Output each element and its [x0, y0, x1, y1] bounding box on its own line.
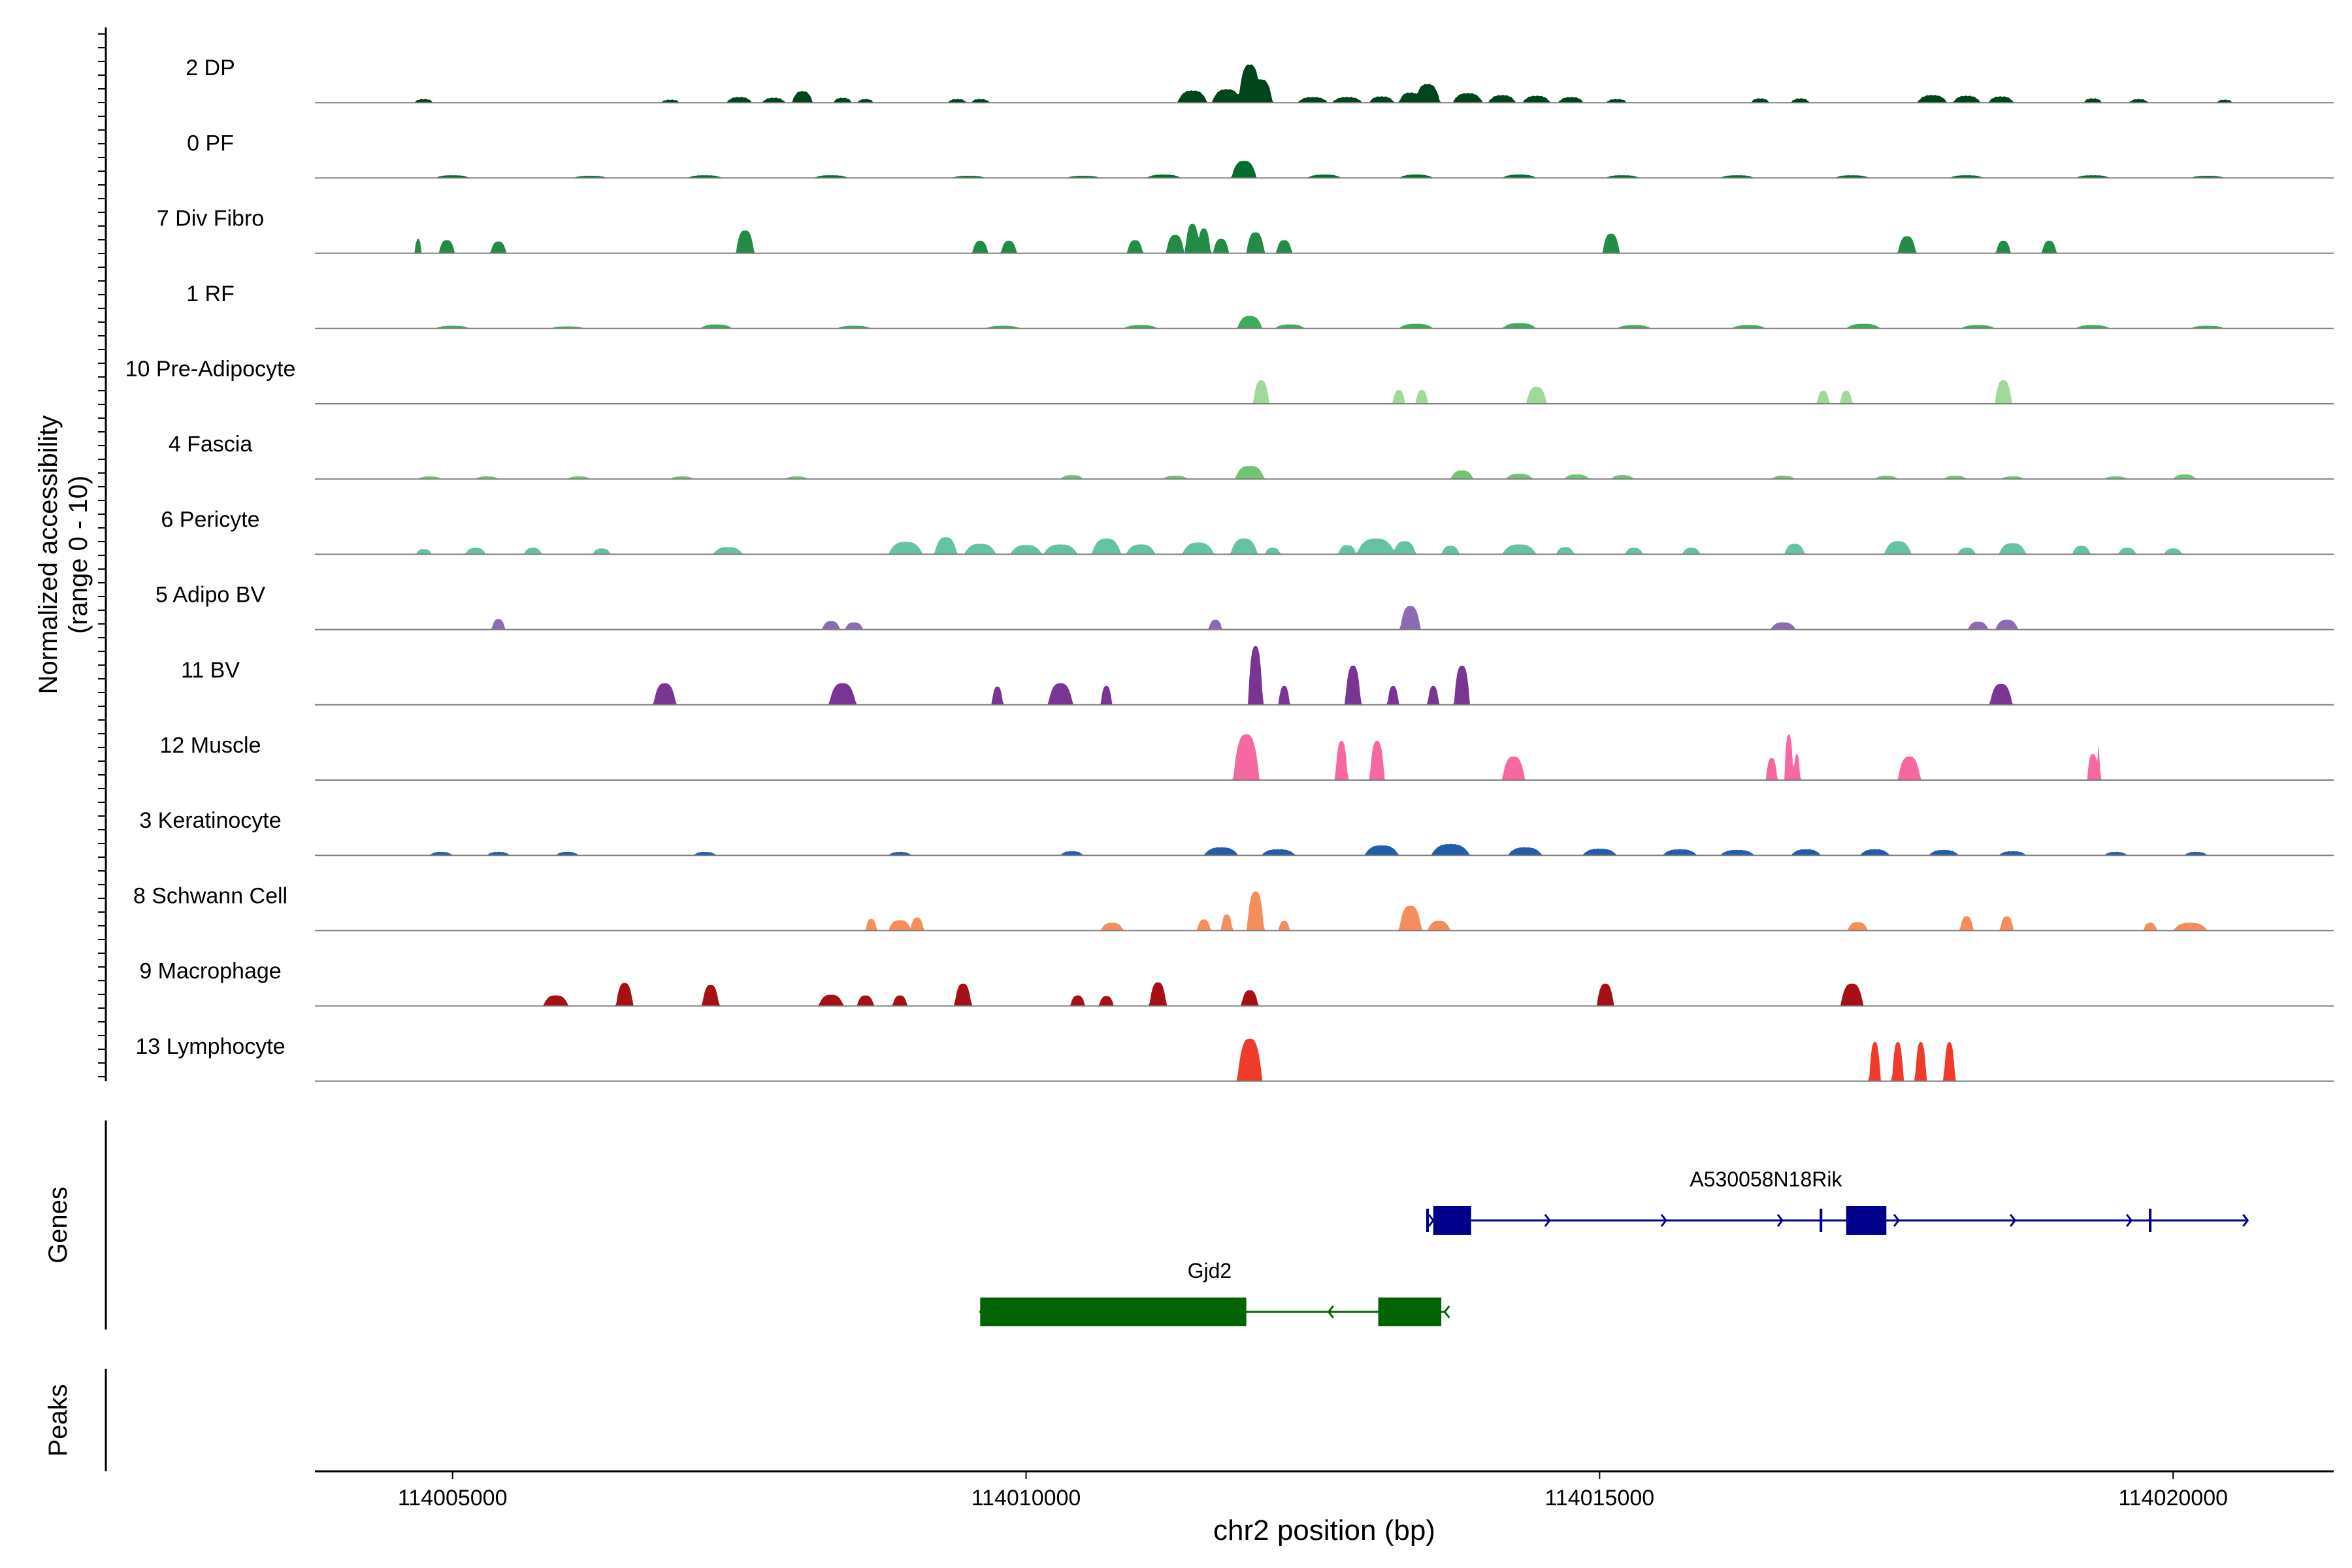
track-label-4-fascia: 4 Fascia — [169, 432, 253, 457]
track-label-6-pericyte: 6 Pericyte — [161, 507, 259, 532]
track-1-rf: 1 RF — [186, 282, 2334, 329]
genes-panel: A530058N18Rik Gjd2 — [105, 1120, 2249, 1330]
x-axis-label: chr2 position (bp) — [1213, 1514, 1435, 1546]
exon-gjd2 — [980, 1298, 1247, 1326]
coverage-area-6-pericyte — [315, 537, 2334, 555]
track-5-adipo-bv: 5 Adipo BV — [155, 583, 2334, 630]
track-label-0-pf: 0 PF — [187, 131, 234, 155]
track-10-pre-adipocyte: 10 Pre-Adipocyte — [125, 357, 2334, 404]
x-tick-label: 114010000 — [972, 1486, 1081, 1511]
y-axis-label: Normalized accessibility(range 0 - 10) — [34, 416, 93, 694]
gene-a530058n18rik: A530058N18Rik — [1426, 1168, 2249, 1235]
exon-a530058n18rik — [1846, 1206, 1887, 1235]
exon-gjd2 — [1378, 1298, 1442, 1326]
y-axis — [98, 27, 107, 1081]
track-label-11-bv: 11 BV — [181, 658, 240, 683]
track-label-12-muscle: 12 Muscle — [160, 733, 261, 758]
strand-arrow — [1544, 1214, 1551, 1227]
y-axis-label-line: (range 0 - 10) — [64, 476, 93, 634]
track-label-5-adipo-bv: 5 Adipo BV — [155, 583, 266, 608]
strand-arrow — [2126, 1214, 2133, 1227]
strand-arrow — [1776, 1214, 1784, 1227]
x-tick-label: 114005000 — [398, 1486, 508, 1511]
x-tick-label: 114015000 — [1545, 1486, 1655, 1511]
track-label-2-dp: 2 DP — [186, 56, 235, 80]
exon-a530058n18rik — [1433, 1206, 1471, 1235]
strand-arrow — [1660, 1214, 1667, 1227]
track-4-fascia: 4 Fascia — [169, 432, 2334, 480]
track-13-lymphocyte: 13 Lymphocyte — [135, 1034, 2334, 1082]
y-axis-label-line: Normalized accessibility — [34, 416, 63, 694]
coverage-tracks: 2 DP 0 PF 7 Div Fibro 1 RF 10 Pre-Adipocyte 4… — [125, 56, 2334, 1082]
track-label-1-rf: 1 RF — [186, 282, 235, 306]
gene-label-gjd2: Gjd2 — [1188, 1259, 1232, 1282]
track-2-dp: 2 DP — [186, 56, 2334, 104]
track-label-13-lymphocyte: 13 Lymphocyte — [135, 1034, 285, 1059]
strand-arrow — [2242, 1214, 2249, 1227]
track-6-pericyte: 6 Pericyte — [161, 507, 2334, 555]
peaks-panel-label: Peaks — [44, 1384, 73, 1456]
strand-arrow — [1893, 1214, 1900, 1227]
gene-gjd2: Gjd2 — [979, 1259, 1450, 1326]
gene-label-a530058n18rik: A530058N18Rik — [1690, 1168, 1842, 1191]
track-8-schwann-cell: 8 Schwann Cell — [133, 883, 2334, 932]
strand-arrow — [1443, 1305, 1450, 1318]
strand-arrow — [1327, 1305, 1334, 1318]
x-tick-label: 114020000 — [2118, 1486, 2228, 1511]
track-12-muscle: 12 Muscle — [160, 733, 2334, 781]
track-label-3-keratinocyte: 3 Keratinocyte — [139, 808, 281, 833]
track-label-10-pre-adipocyte: 10 Pre-Adipocyte — [125, 357, 296, 382]
track-label-8-schwann-cell: 8 Schwann Cell — [133, 883, 287, 908]
genes-panel-label: Genes — [44, 1186, 73, 1264]
track-label-9-macrophage: 9 Macrophage — [139, 959, 281, 984]
track-3-keratinocyte: 3 Keratinocyte — [139, 808, 2334, 857]
track-label-7-div-fibro: 7 Div Fibro — [157, 206, 264, 231]
track-9-macrophage: 9 Macrophage — [139, 959, 2334, 1007]
x-axis: 114005000 114010000 114015000 114020000 — [315, 1470, 2334, 1511]
track-0-pf: 0 PF — [187, 131, 2334, 179]
strand-arrow — [2009, 1214, 2017, 1227]
track-7-div-fibro: 7 Div Fibro — [157, 206, 2334, 254]
track-11-bv: 11 BV — [181, 645, 2334, 706]
